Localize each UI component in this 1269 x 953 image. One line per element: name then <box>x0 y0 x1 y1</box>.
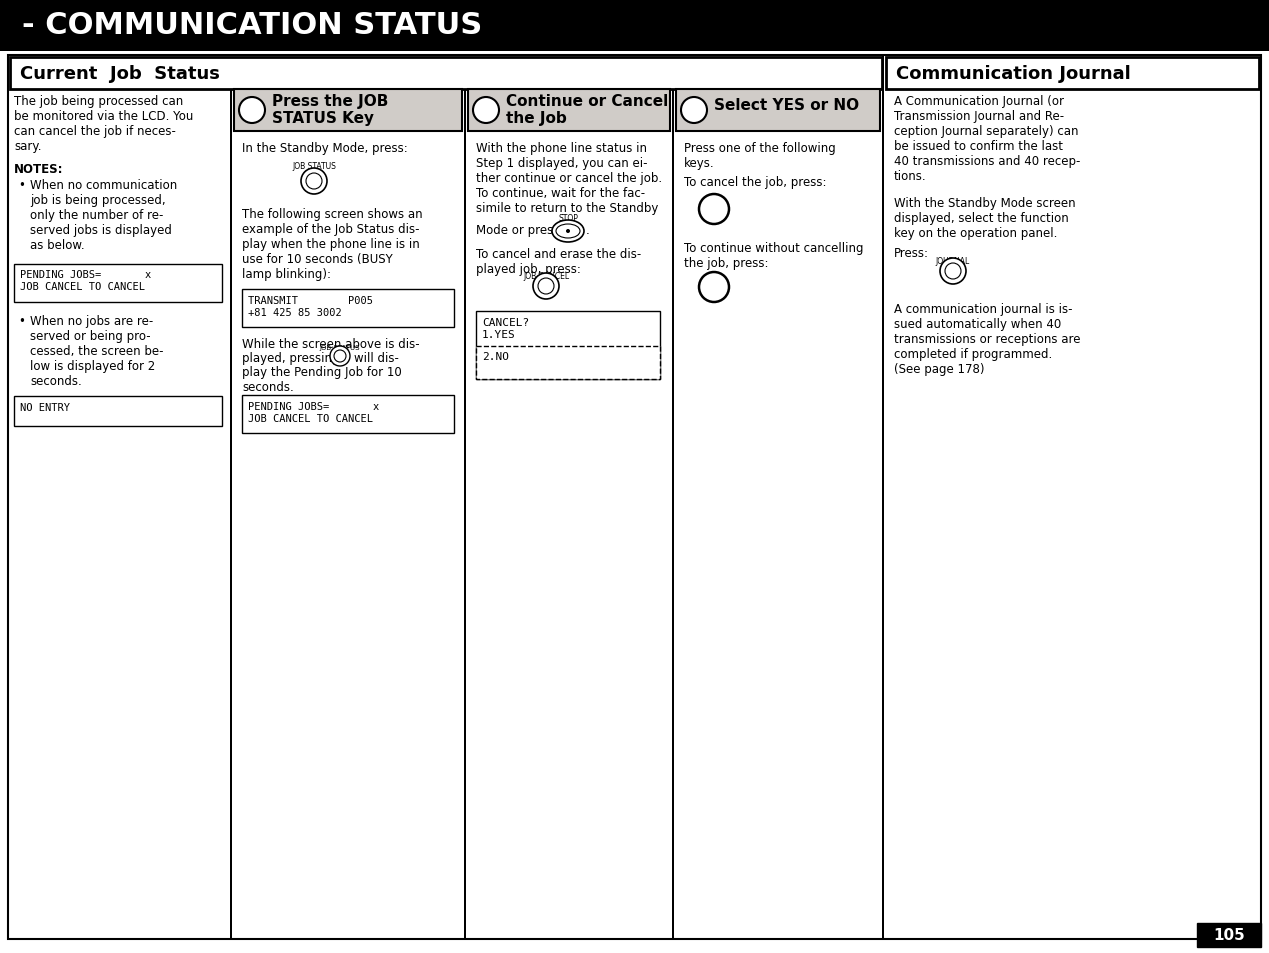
Text: Current  Job  Status: Current Job Status <box>20 65 220 83</box>
Text: Select YES or NO: Select YES or NO <box>714 98 859 113</box>
Text: 3: 3 <box>688 102 699 120</box>
Bar <box>882 56 884 939</box>
Text: 2.NO: 2.NO <box>482 352 509 361</box>
Bar <box>886 58 1259 90</box>
Text: The job being processed can
be monitored via the LCD. You
can cancel the job if : The job being processed can be monitored… <box>14 95 193 152</box>
Text: With the phone line status in
Step 1 displayed, you can ei-
ther continue or can: With the phone line status in Step 1 dis… <box>476 142 662 214</box>
Text: When no communication
job is being processed,
only the number of re-
served jobs: When no communication job is being proce… <box>30 179 178 252</box>
Text: •: • <box>18 314 25 328</box>
Circle shape <box>699 194 728 225</box>
Text: A Communication Journal (or
Transmission Journal and Re-
ception Journal separat: A Communication Journal (or Transmission… <box>893 95 1080 183</box>
Text: STOP: STOP <box>558 213 577 223</box>
Text: PENDING JOBS=       x
JOB CANCEL TO CANCEL: PENDING JOBS= x JOB CANCEL TO CANCEL <box>247 401 379 423</box>
Text: 2: 2 <box>480 102 492 120</box>
Circle shape <box>699 273 728 303</box>
Bar <box>468 90 670 132</box>
Text: JOB STATUS: JOB STATUS <box>292 162 336 171</box>
Text: 105: 105 <box>1213 927 1245 943</box>
Text: JOURNAL: JOURNAL <box>935 256 970 266</box>
Text: 2: 2 <box>708 278 720 296</box>
Text: PENDING JOBS=       x
JOB CANCEL TO CANCEL: PENDING JOBS= x JOB CANCEL TO CANCEL <box>20 270 151 292</box>
Bar <box>476 347 660 379</box>
Bar <box>242 395 454 434</box>
Text: To continue without cancelling
the job, press:: To continue without cancelling the job, … <box>684 242 863 270</box>
Text: Press one of the following
keys.: Press one of the following keys. <box>684 142 836 170</box>
Text: JOB CANCEL: JOB CANCEL <box>523 272 569 281</box>
Text: Press the JOB
STATUS Key: Press the JOB STATUS Key <box>272 94 388 126</box>
Text: Communication Journal: Communication Journal <box>896 65 1131 83</box>
Text: Press:: Press: <box>893 247 929 260</box>
Bar <box>10 58 882 90</box>
Text: CANCEL?
1.YES: CANCEL? 1.YES <box>482 317 529 339</box>
Circle shape <box>301 169 327 194</box>
Bar <box>233 90 462 132</box>
Circle shape <box>473 98 499 124</box>
Circle shape <box>239 98 265 124</box>
Circle shape <box>533 274 560 299</box>
Text: JOB STATUS: JOB STATUS <box>320 345 360 351</box>
Circle shape <box>566 230 570 233</box>
Bar <box>476 312 660 379</box>
Text: With the Standby Mode screen
displayed, select the function
key on the operation: With the Standby Mode screen displayed, … <box>893 196 1076 240</box>
Bar <box>0 0 1269 52</box>
Bar <box>1197 923 1261 947</box>
Text: .: . <box>586 224 590 236</box>
Text: - COMMUNICATION STATUS: - COMMUNICATION STATUS <box>22 11 482 40</box>
Text: Mode or press: Mode or press <box>476 224 560 236</box>
Bar <box>14 265 222 303</box>
Text: To cancel the job, press:: To cancel the job, press: <box>684 175 826 189</box>
Text: In the Standby Mode, press:: In the Standby Mode, press: <box>242 142 407 154</box>
Text: TRANSMIT        P005
+81 425 85 3002: TRANSMIT P005 +81 425 85 3002 <box>247 295 373 317</box>
Text: 1: 1 <box>708 201 720 219</box>
Text: will dis-: will dis- <box>354 352 398 365</box>
Text: While the screen above is dis-: While the screen above is dis- <box>242 337 420 351</box>
Text: To cancel and erase the dis-
played job, press:: To cancel and erase the dis- played job,… <box>476 248 641 275</box>
Bar <box>242 290 454 328</box>
Text: The following screen shows an
example of the Job Status dis-
play when the phone: The following screen shows an example of… <box>242 208 423 281</box>
Text: When no jobs are re-
served or being pro-
cessed, the screen be-
low is displaye: When no jobs are re- served or being pro… <box>30 314 164 388</box>
Bar <box>673 90 674 939</box>
Text: Continue or Cancel
the Job: Continue or Cancel the Job <box>506 94 669 126</box>
Text: play the Pending Job for 10
seconds.: play the Pending Job for 10 seconds. <box>242 366 402 394</box>
Text: played, pressing: played, pressing <box>242 352 340 365</box>
Ellipse shape <box>552 221 584 243</box>
Circle shape <box>940 258 966 285</box>
Circle shape <box>330 347 350 367</box>
Text: A communication journal is is-
sued automatically when 40
transmissions or recep: A communication journal is is- sued auto… <box>893 303 1080 375</box>
Bar <box>14 396 222 427</box>
Text: 1: 1 <box>246 102 258 120</box>
Text: NOTES:: NOTES: <box>14 163 63 175</box>
Text: •: • <box>18 179 25 192</box>
Circle shape <box>681 98 707 124</box>
Bar <box>464 90 466 939</box>
Text: NO ENTRY: NO ENTRY <box>20 402 70 413</box>
Bar <box>230 90 231 939</box>
Bar <box>676 90 879 132</box>
